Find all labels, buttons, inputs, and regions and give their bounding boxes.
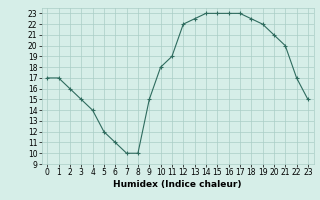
X-axis label: Humidex (Indice chaleur): Humidex (Indice chaleur) xyxy=(113,180,242,189)
